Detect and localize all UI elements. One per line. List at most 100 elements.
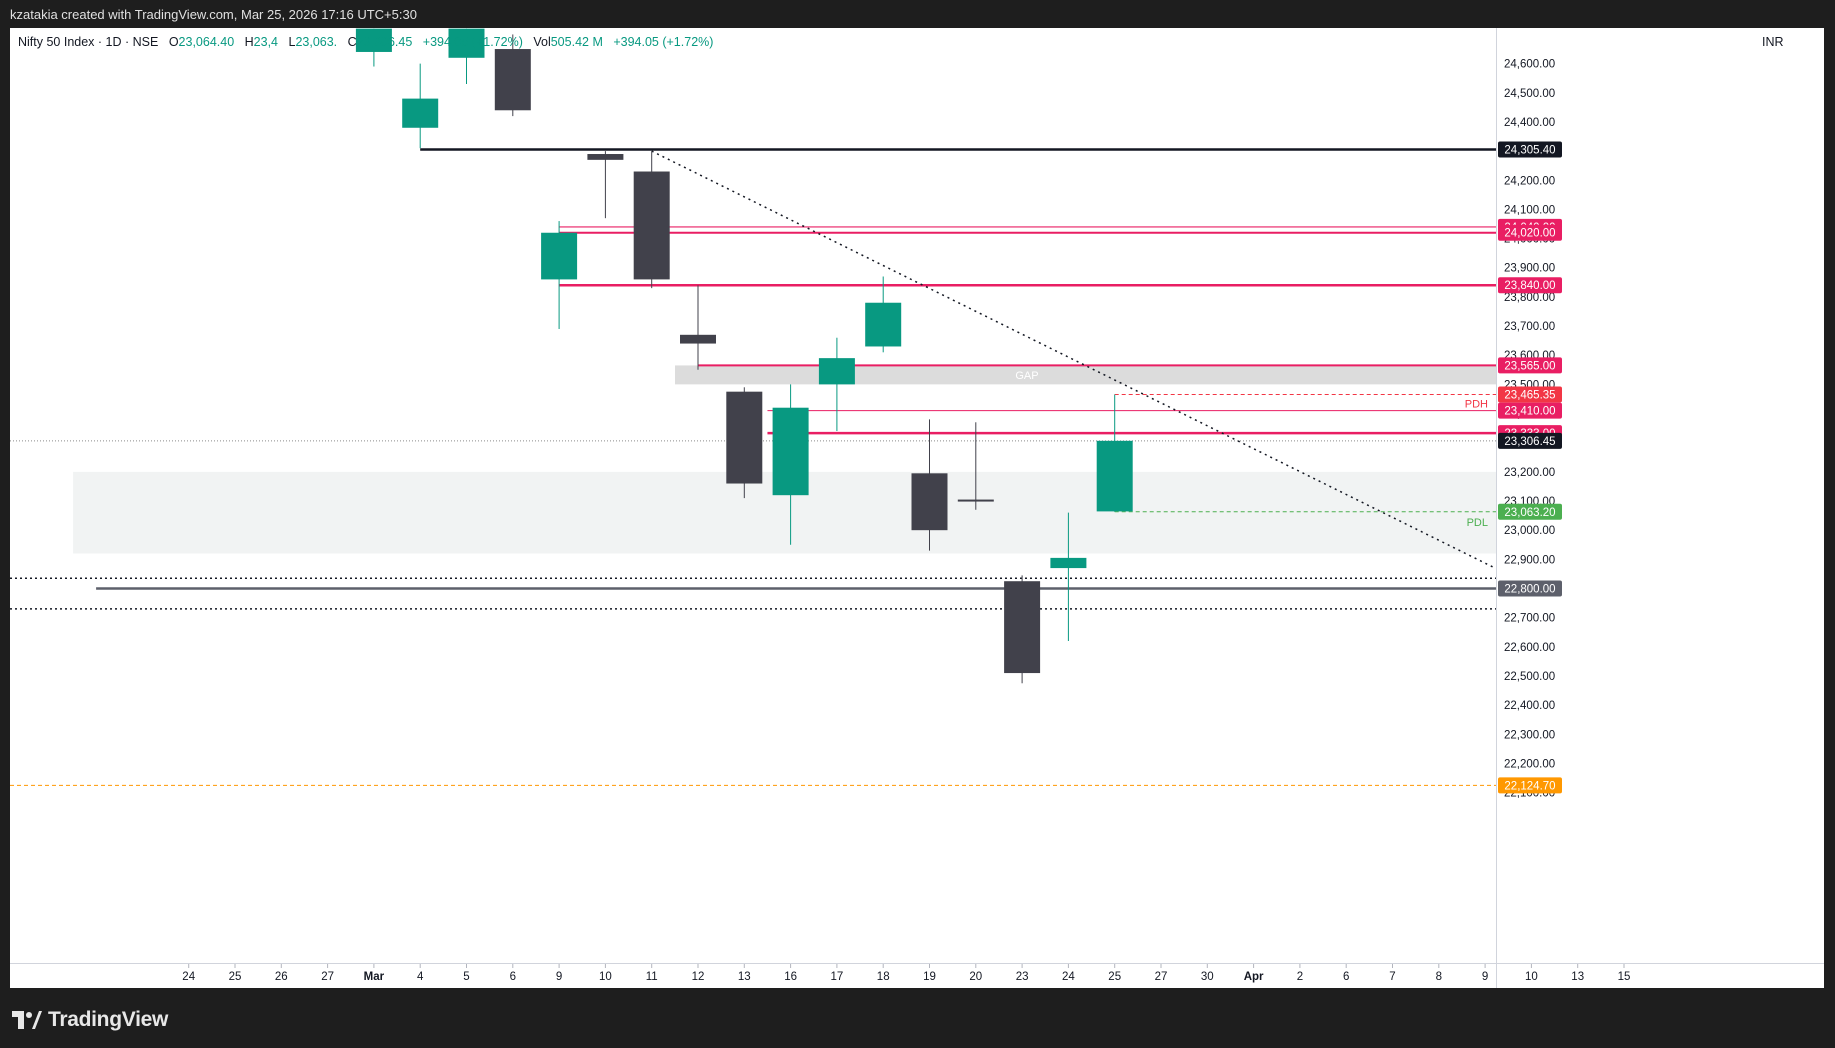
price-tick-label: 23,800.00 <box>1504 292 1555 304</box>
candle-body <box>865 302 902 347</box>
time-tick-label: 6 <box>510 971 516 983</box>
time-tick-label: 6 <box>1343 971 1349 983</box>
time-tick-label: 26 <box>275 971 288 983</box>
price-badge: 22,800.00 <box>1498 580 1562 597</box>
time-tick-label: 9 <box>1482 971 1488 983</box>
price-badge-bg <box>1498 141 1562 158</box>
brand-name: TradingView <box>48 1008 169 1031</box>
candle-mar-12 <box>680 285 716 370</box>
candle-mar-13 <box>726 387 763 499</box>
time-tick-label: 13 <box>1571 971 1584 983</box>
price-badge-label: 23,306.45 <box>1504 436 1555 448</box>
time-tick-label: 25 <box>1108 971 1121 983</box>
price-tick-label: 24,400.00 <box>1504 117 1555 129</box>
candle-mar-24 <box>1050 512 1087 641</box>
high-value: 23,4 <box>253 35 279 49</box>
candle-mar-11 <box>633 151 670 289</box>
candle-body <box>448 28 485 58</box>
price-badge-label: 23,465.35 <box>1504 389 1555 401</box>
open-key: O <box>168 35 179 49</box>
price-badge: 23,063.20 <box>1498 503 1562 520</box>
currency-label[interactable]: INR <box>1762 35 1784 49</box>
price-badge: 23,410.00 <box>1498 402 1562 419</box>
time-tick-label: 11 <box>646 971 658 983</box>
price-badge: 23,465.35 <box>1498 386 1562 403</box>
low-key: L <box>288 35 296 49</box>
zone-label: GAP <box>1015 370 1038 382</box>
price-badge-bg <box>1498 402 1562 419</box>
candle-body <box>541 232 578 280</box>
price-badge-label: 23,840.00 <box>1504 280 1555 292</box>
volume-value: 505.42 M <box>550 35 603 49</box>
candle-mar-10 <box>587 151 624 219</box>
price-badge: 23,565.00 <box>1498 357 1562 374</box>
pdh-label: PDH <box>1465 398 1488 410</box>
price-badge-label: 23,410.00 <box>1504 406 1555 418</box>
candle-body <box>494 49 531 111</box>
price-tick-label: 24,500.00 <box>1504 88 1555 100</box>
volume-key: Vol <box>533 35 551 49</box>
candle-mar-2 <box>355 28 392 67</box>
open-value: 23,064.40 <box>178 35 235 49</box>
tradingview-logo[interactable]: TradingView <box>12 1008 168 1032</box>
price-badge-bg <box>1498 777 1562 794</box>
candle-body <box>726 391 763 484</box>
price-badge-label: 22,800.00 <box>1504 584 1555 596</box>
time-tick-label: 5 <box>463 971 469 983</box>
change-value: +394.05 (+1.72%) <box>422 35 523 49</box>
time-tick-label: 10 <box>599 971 612 983</box>
candle-mar-18 <box>865 276 902 353</box>
time-tick-label: 20 <box>969 971 982 983</box>
symbol-legend: Nifty 50 Index · 1D · NSE O23,064.40 H23… <box>18 35 713 49</box>
price-tick-label: 22,500.00 <box>1504 671 1555 683</box>
time-tick-label: 12 <box>692 971 705 983</box>
chart-area[interactable]: GAP PDH PDL 24 25 26 27 Mar 4 5 6 9 10 11 12 13 16 17 18 19… <box>10 28 1824 988</box>
trendline <box>651 150 1497 570</box>
price-tick-label: 22,700.00 <box>1504 613 1555 625</box>
time-tick-label: 19 <box>923 971 936 983</box>
time-tick-label: 25 <box>229 971 242 983</box>
price-badge-bg <box>1498 503 1562 520</box>
candle-body <box>587 154 624 160</box>
price-badge: 23,840.00 <box>1498 277 1562 294</box>
candle-body <box>402 98 439 128</box>
price-badge-label: 24,305.40 <box>1504 145 1555 157</box>
price-tick-label: 22,400.00 <box>1504 700 1555 712</box>
volume-change: +394.05 (+1.72%) <box>613 35 714 49</box>
price-badge: 24,305.40 <box>1498 141 1562 158</box>
price-tick-label: 23,000.00 <box>1504 525 1555 537</box>
candle-mar-9 <box>541 221 578 329</box>
close-value: 23,306.45 <box>356 35 413 49</box>
plot-area: GAP PDH PDL <box>10 28 1497 786</box>
time-tick-label: Apr <box>1244 971 1264 983</box>
price-badge: 22,124.70 <box>1498 777 1562 794</box>
low-value: 23,063. <box>295 35 338 49</box>
candle-body <box>1004 581 1041 674</box>
zone-0 <box>675 365 1496 385</box>
price-badge-bg <box>1498 277 1562 294</box>
candle-body <box>633 171 670 280</box>
time-tick-label: 7 <box>1389 971 1395 983</box>
price-badge: 23,306.45 <box>1498 432 1562 449</box>
time-tick-label: 24 <box>182 971 195 983</box>
candle-body <box>772 407 809 496</box>
candle-mar-25 <box>1096 394 1133 512</box>
time-tick-label: 27 <box>321 971 334 983</box>
candle-mar-4 <box>402 63 439 149</box>
candle-mar-5 <box>448 28 485 85</box>
pdl-label: PDL <box>1467 517 1488 529</box>
price-badge-bg <box>1498 432 1562 449</box>
price-badge: 24,020.00 <box>1498 224 1562 241</box>
price-tick-label: 24,200.00 <box>1504 175 1555 187</box>
symbol-name: Nifty 50 Index · 1D · NSE <box>18 35 159 49</box>
price-tick-label: 23,200.00 <box>1504 467 1555 479</box>
time-tick-label: 18 <box>877 971 890 983</box>
price-badge-label: 23,565.00 <box>1504 360 1555 372</box>
time-tick-label: 9 <box>556 971 562 983</box>
tradingview-logo-icon <box>12 1011 42 1029</box>
price-tick-label: 24,600.00 <box>1504 59 1555 71</box>
price-tick-label: 23,900.00 <box>1504 263 1555 275</box>
price-tick-label: 22,200.00 <box>1504 758 1555 770</box>
price-badge-bg <box>1498 357 1562 374</box>
